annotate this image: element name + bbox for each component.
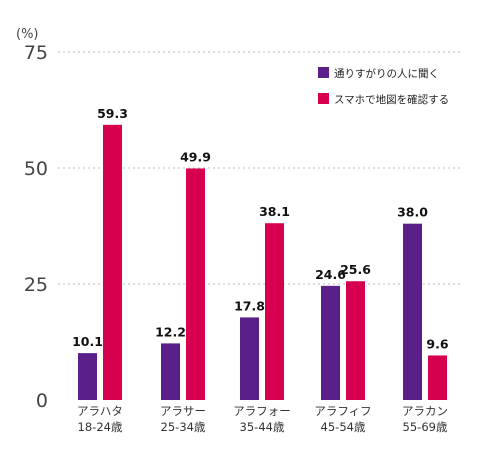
y-tick-label: 50 [24, 158, 48, 180]
bar [78, 353, 97, 400]
unit-label: (%) [16, 27, 39, 42]
data-label: 24.6 [315, 267, 346, 282]
bar [161, 343, 180, 400]
data-label: 12.2 [155, 324, 186, 339]
x-tick-label-sub: 35-44歳 [240, 420, 285, 434]
data-label: 59.3 [97, 106, 128, 121]
y-tick-label: 75 [24, 42, 48, 64]
x-tick-label: アラハタ [77, 404, 123, 418]
x-tick-label: アラフィフ [314, 404, 371, 418]
data-label: 10.1 [72, 334, 103, 349]
x-tick-label-sub: 25-34歳 [161, 420, 206, 434]
x-tick-label: アラカン [402, 404, 448, 418]
data-label: 49.9 [180, 149, 211, 164]
x-tick-label: アラフォー [233, 404, 291, 418]
legend-swatch [318, 93, 329, 104]
legend-label: スマホで地図を確認する [334, 93, 449, 106]
bar [321, 285, 340, 400]
bar [186, 168, 205, 400]
data-label: 25.6 [340, 262, 371, 277]
bar [265, 223, 284, 400]
bar [103, 124, 122, 401]
x-tick-label: アラサー [160, 404, 206, 418]
data-label: 38.1 [259, 204, 290, 219]
y-tick-label: 0 [36, 390, 48, 412]
bar [403, 223, 422, 400]
x-tick-label-sub: 18-24歳 [78, 420, 123, 434]
legend-label: 通りすがりの人に聞く [334, 67, 439, 80]
data-label: 17.8 [234, 298, 265, 313]
x-tick-label-sub: 45-54歳 [321, 420, 366, 434]
data-label: 9.6 [426, 336, 448, 351]
bar [428, 355, 447, 400]
y-tick-label: 25 [24, 274, 48, 296]
x-tick-label-sub: 55-69歳 [403, 420, 448, 434]
bar [240, 317, 259, 400]
data-label: 38.0 [397, 205, 428, 220]
bar [346, 281, 365, 400]
legend-swatch [318, 67, 329, 78]
